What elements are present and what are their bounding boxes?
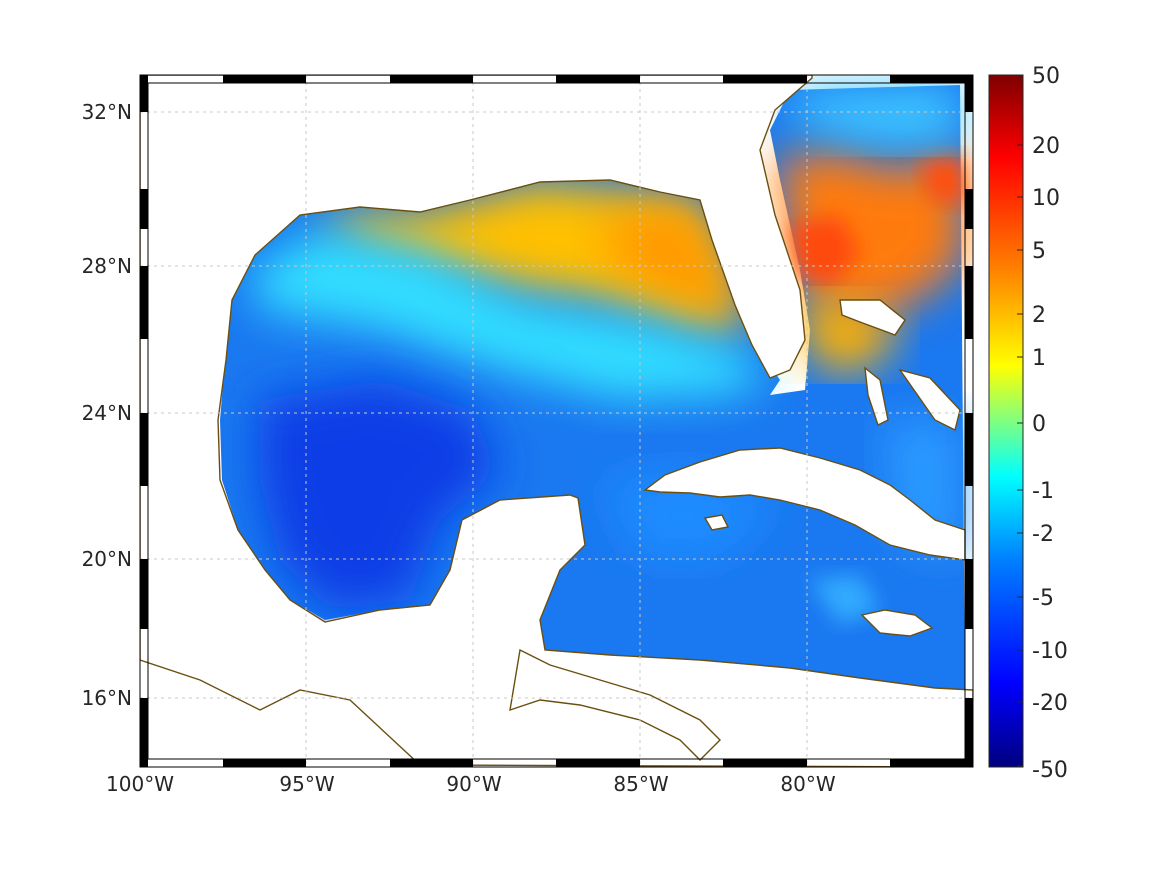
colorbar-tick-label: -50 [1032,758,1068,783]
lon-tick-label: 85°W [613,772,668,796]
lat-tick-label: 28°N [82,254,132,278]
lon-tick-label: 90°W [446,772,501,796]
lat-tick-label: 20°N [82,547,132,571]
map-frame [139,74,974,768]
colorbar-tick-label: 2 [1032,303,1046,328]
colorbar-tick-label: -5 [1032,586,1054,611]
lon-tick-labels: 100°W 95°W 90°W 85°W 80°W [106,772,836,796]
colorbar-tick-label: -1 [1032,479,1054,504]
lon-tick-label: 95°W [279,772,334,796]
colorbar-tick-label: 1 [1032,346,1046,371]
colorbar-tick-label: -20 [1032,691,1068,716]
colorbar-tick-label: -2 [1032,522,1054,547]
colorbar-tick-label: -10 [1032,639,1068,664]
coastlines [140,75,973,767]
lat-tick-label: 32°N [82,100,132,124]
lat-tick-label: 24°N [82,401,132,425]
lat-tick-label: 16°N [82,686,132,710]
colorbar-gradient [988,74,1024,768]
colorbar-tick-label: 10 [1032,186,1060,211]
lat-tick-labels: 32°N 28°N 24°N 20°N 16°N [82,100,132,710]
lon-tick-label: 80°W [780,772,835,796]
colorbar-tick-label: 20 [1032,134,1060,159]
graticule [140,75,973,767]
colorbar-tick-label: 5 [1032,239,1046,264]
colorbar-tick-label: 0 [1032,412,1046,437]
colorbar-tick-label: 50 [1032,64,1060,89]
lon-tick-label: 100°W [106,772,174,796]
